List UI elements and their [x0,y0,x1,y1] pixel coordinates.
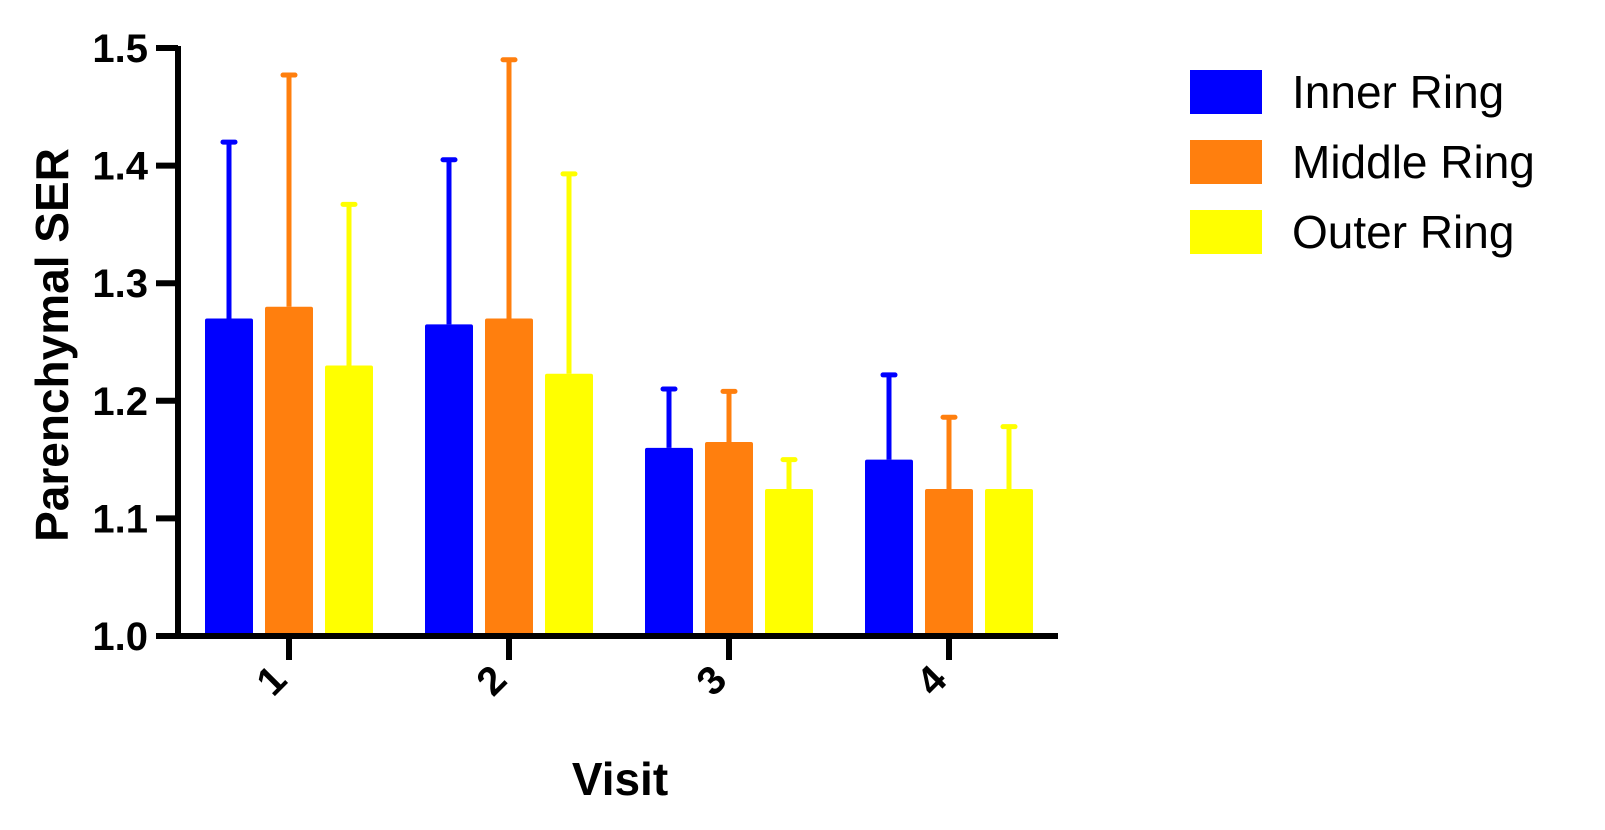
bars-layer [205,57,1033,636]
x-tick-label: 3 [688,657,735,704]
bar [425,324,473,636]
y-tick-label: 1.3 [92,262,148,306]
y-tick-label: 1.1 [92,497,148,541]
legend-label: Middle Ring [1292,136,1535,188]
bar [325,365,373,636]
x-tick-label: 4 [908,657,955,704]
axes [156,45,1058,660]
x-tick-label: 1 [248,657,295,704]
y-tick-label: 1.0 [92,615,148,659]
legend-swatch [1190,210,1262,254]
bar [645,447,693,636]
y-tick-label: 1.4 [92,145,148,189]
legend-swatch [1190,140,1262,184]
bar [265,306,313,636]
x-axis-title: Visit [572,753,668,805]
legend-label: Outer Ring [1292,206,1514,258]
legend: Inner Ring Middle Ring Outer Ring [1190,66,1535,258]
bar [545,373,593,636]
bar [205,318,253,636]
x-tick-label: 2 [468,657,515,704]
bar [985,489,1033,636]
bar [705,441,753,636]
bar [865,459,913,636]
bar [925,489,973,636]
y-tick-label: 1.2 [92,380,148,424]
bar [765,489,813,636]
legend-swatch [1190,70,1262,114]
bar [485,318,533,636]
y-axis-title: Parenchymal SER [26,148,78,542]
y-tick-label: 1.5 [92,27,148,71]
legend-label: Inner Ring [1292,66,1504,118]
